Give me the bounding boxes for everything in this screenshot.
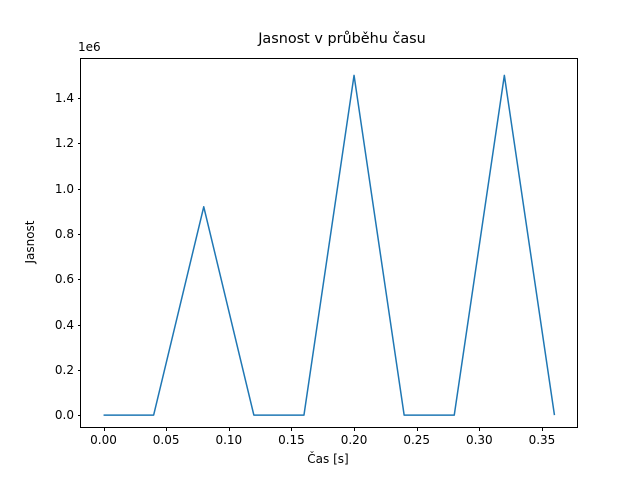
y-axis-tick-mark <box>77 279 81 281</box>
x-axis-tick-label: 0.20 <box>340 433 368 447</box>
x-axis-tick-mark <box>354 427 356 431</box>
y-axis-tick-label: 0.6 <box>54 272 74 287</box>
x-axis-tick-mark <box>166 427 168 431</box>
series-line <box>103 74 556 416</box>
x-axis-tick-mark <box>479 427 481 431</box>
x-axis-tick-mark <box>228 427 230 431</box>
x-axis-tick-label: 0.25 <box>403 433 431 447</box>
x-axis-tick-label: 0.15 <box>278 433 305 447</box>
y-axis-tick-mark <box>77 143 81 145</box>
y-axis-offset-label: 1e6 <box>78 40 101 54</box>
y-axis-tick-mark <box>77 369 81 371</box>
y-axis-tick-label: 1.4 <box>54 91 74 106</box>
y-axis-tick-mark <box>77 188 81 190</box>
x-axis-tick-mark <box>291 427 293 431</box>
x-axis-tick-label: 0.00 <box>90 433 117 447</box>
y-axis-tick-label: 0.8 <box>54 226 74 241</box>
page-title: Jasnost v průběhu času <box>258 31 426 47</box>
y-axis-tick-label: 1.2 <box>54 136 74 151</box>
x-axis-tick-mark <box>103 427 105 431</box>
y-axis-tick-label: 0.4 <box>54 317 74 332</box>
plot-area: 0.0 0.2 0.4 0.6 0.8 1.0 1.2 1.4 0.00 0.05 0.10 0.15… <box>55 58 578 447</box>
y-axis-tick-label: 0.2 <box>54 362 74 377</box>
line-series <box>103 74 556 416</box>
y-axis-tick-mark <box>77 98 81 100</box>
y-axis-tick-mark <box>77 324 81 326</box>
y-axis-tick-label: 0.0 <box>54 408 74 423</box>
x-axis-tick-mark <box>416 427 418 431</box>
x-axis-tick-label: 0.10 <box>215 433 243 447</box>
x-axis-label: Čas [s] <box>307 452 349 466</box>
x-axis-tick-label: 0.05 <box>152 433 180 447</box>
y-axis-tick-mark <box>77 415 81 417</box>
y-axis-tick-label: 1.0 <box>54 181 74 196</box>
x-axis-tick-label: 0.30 <box>465 433 493 447</box>
y-axis-label: Jasnost <box>23 220 37 264</box>
x-axis-tick-mark <box>541 427 543 431</box>
plot-canvas <box>81 59 577 427</box>
x-axis-tick-label: 0.35 <box>528 433 556 447</box>
y-axis-tick-mark <box>77 233 81 235</box>
